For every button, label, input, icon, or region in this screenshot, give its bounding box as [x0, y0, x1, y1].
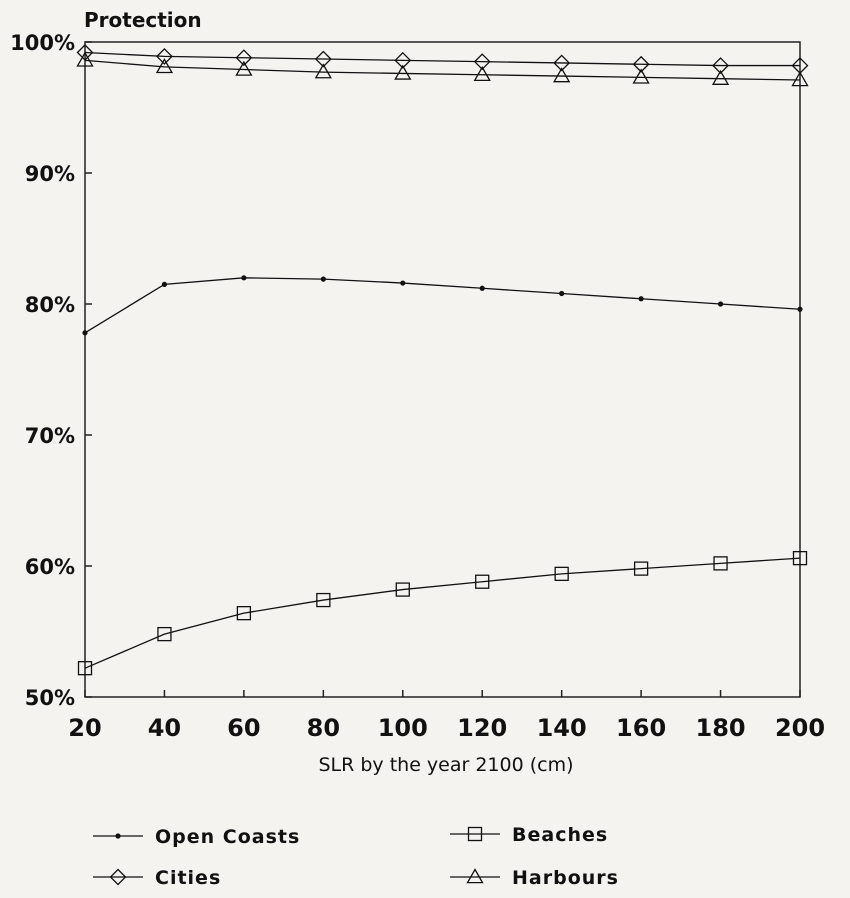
legend-item-open-coasts: Open Coasts	[93, 826, 300, 848]
x-tick-label: 200	[775, 714, 825, 742]
y-tick-label: 70%	[25, 424, 75, 448]
data-point-beaches	[713, 556, 728, 571]
legend-marker-beaches	[467, 826, 483, 842]
series-cities	[76, 44, 809, 74]
legend-marker-open-coasts	[115, 833, 121, 839]
y-tick-label: 80%	[25, 293, 75, 317]
data-point-beaches	[316, 592, 331, 608]
plot-frame	[84, 41, 801, 698]
data-point-beaches	[792, 550, 808, 566]
series-line-beaches	[84, 557, 801, 669]
x-tick-label: 60	[227, 714, 260, 742]
data-point-open-coasts	[400, 280, 406, 286]
x-tick-label: 140	[537, 714, 587, 742]
data-point-harbours	[553, 67, 571, 83]
legend-marker-harbours	[466, 868, 484, 884]
data-point-beaches	[395, 582, 410, 597]
y-tick-label: 50%	[25, 686, 75, 710]
data-point-beaches	[77, 661, 93, 676]
legend: Open Coasts Cities Beaches Harbours	[93, 824, 619, 889]
x-tick-label: 80	[307, 714, 340, 742]
series-beaches	[77, 550, 808, 676]
data-point-harbours	[711, 69, 730, 85]
data-point-beaches	[633, 561, 649, 576]
data-point-open-coasts	[82, 330, 88, 336]
legend-label: Open Coasts	[155, 826, 300, 848]
data-point-harbours	[155, 58, 174, 74]
x-tick-label: 20	[68, 714, 101, 742]
x-tick-label: 100	[378, 714, 428, 742]
data-point-beaches	[157, 626, 172, 642]
data-point-harbours	[76, 51, 94, 67]
data-point-cities	[235, 49, 253, 67]
data-point-cities	[712, 57, 729, 74]
y-tick-label: 100%	[10, 31, 75, 55]
data-point-cities	[156, 47, 173, 65]
series-line-cities	[84, 51, 800, 67]
data-point-harbours	[314, 63, 332, 79]
data-point-cities	[394, 51, 412, 69]
series-line-harbours	[84, 59, 801, 81]
series-line-open-coasts	[84, 277, 801, 334]
data-point-open-coasts	[717, 301, 724, 307]
legend-item-cities: Cities	[93, 867, 221, 889]
data-point-open-coasts	[638, 296, 644, 302]
legend-label: Beaches	[512, 824, 608, 846]
y-tick-label: 60%	[25, 555, 75, 579]
legend-label: Cities	[155, 867, 221, 889]
data-point-open-coasts	[241, 275, 247, 281]
x-axis-title: SLR by the year 2100 (cm)	[318, 754, 573, 776]
legend-item-beaches: Beaches	[450, 824, 608, 846]
data-point-cities	[314, 50, 332, 68]
data-point-open-coasts	[161, 281, 168, 287]
data-point-open-coasts	[479, 285, 485, 291]
data-point-beaches	[475, 574, 490, 589]
x-tick-label: 40	[148, 714, 181, 742]
data-point-harbours	[791, 71, 809, 87]
data-point-harbours	[394, 64, 412, 80]
data-point-cities	[76, 44, 94, 61]
chart-title: Protection	[84, 8, 202, 32]
data-point-open-coasts	[797, 306, 803, 312]
series-open-coasts	[82, 275, 803, 336]
data-point-cities	[632, 55, 650, 73]
data-point-cities	[473, 53, 491, 71]
data-point-open-coasts	[559, 290, 565, 297]
data-point-beaches	[236, 606, 252, 621]
x-tick-label: 160	[616, 714, 666, 742]
series-harbours	[76, 51, 809, 87]
data-point-cities	[553, 54, 571, 72]
legend-marker-cities	[109, 868, 127, 886]
legend-item-harbours: Harbours	[450, 867, 619, 889]
data-point-harbours	[632, 68, 650, 84]
data-point-harbours	[473, 65, 491, 82]
x-tick-label: 120	[457, 714, 507, 742]
x-tick-label: 180	[696, 714, 746, 742]
y-tick-label: 90%	[25, 162, 75, 186]
data-point-beaches	[554, 566, 569, 582]
data-point-open-coasts	[320, 276, 326, 282]
data-point-harbours	[235, 60, 253, 76]
legend-label: Harbours	[512, 867, 619, 889]
